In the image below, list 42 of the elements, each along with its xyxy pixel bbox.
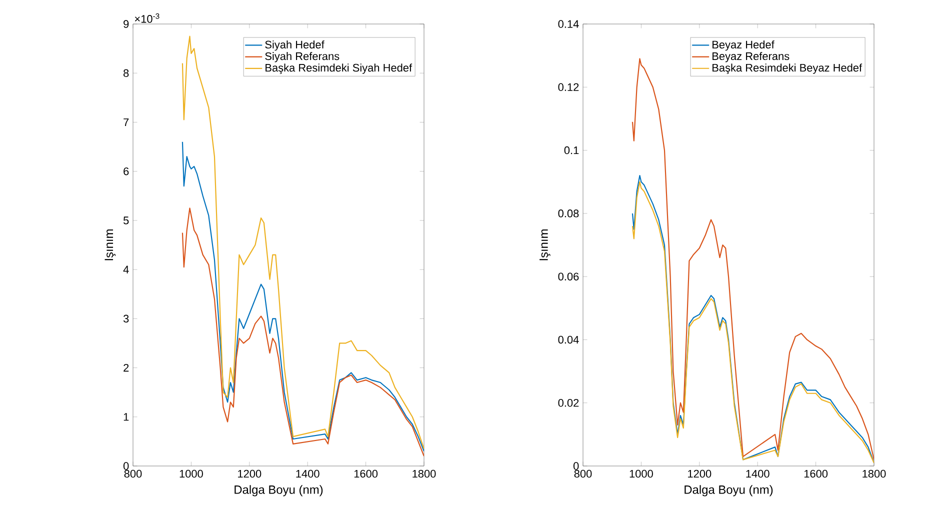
y-tick-label: 9 <box>124 20 129 28</box>
y-tick-label: 0.08 <box>558 210 579 218</box>
y-axis-title: Işınım <box>104 230 116 260</box>
legend-label: Başka Resimdeki Beyaz Hedef <box>712 64 862 74</box>
y-tick-label: 5 <box>123 216 129 224</box>
x-tick-label: 1600 <box>354 470 378 478</box>
y-tick-label: 0.14 <box>558 20 579 28</box>
x-axis-title: Dalga Boyu (nm) <box>234 485 323 496</box>
y-tick-label: 6 <box>124 167 129 176</box>
x-tick-label: 1000 <box>180 470 203 478</box>
y-tick-label: 0.1 <box>564 146 579 154</box>
y-tick-label: 0.02 <box>558 398 579 407</box>
x-tick-label: 1200 <box>238 470 262 478</box>
y-tick-label: 2 <box>124 364 129 372</box>
legend-label: Başka Resimdeki Siyah Hedef <box>266 64 412 74</box>
x-tick-label: 1200 <box>688 470 712 478</box>
y-tick-label: 0.04 <box>558 336 579 344</box>
x-tick-label: 1000 <box>630 470 653 478</box>
text: ×10$^{-3}$ <box>134 13 160 23</box>
y-tick-label: 7 <box>124 118 129 126</box>
legend-label: Beyaz Hedef <box>712 40 774 51</box>
y-tick-label: 3 <box>123 314 129 323</box>
x-tick-label: 1400 <box>746 470 770 478</box>
x-tick-label: 1400 <box>296 470 320 478</box>
legend-label: Siyah Hedef <box>265 40 324 51</box>
y-tick-label: 8 <box>124 69 129 77</box>
legend-label: Siyah Referans <box>265 52 340 62</box>
legend-label: Beyaz Referans <box>712 52 790 62</box>
y-tick-label: 4 <box>123 266 129 274</box>
y-tick-label: 0 <box>123 462 129 470</box>
x-axis-title: Dalga Boyu (nm) <box>684 485 773 496</box>
line-series <box>182 208 424 457</box>
x-tick-label: 1800 <box>412 470 436 478</box>
y-tick-label: 0 <box>573 462 579 470</box>
y-tick-label: 0.12 <box>558 83 579 92</box>
x-tick-label: 1600 <box>804 470 828 478</box>
x-tick-label: 800 <box>574 470 592 478</box>
y-tick-label: 0.06 <box>558 272 579 280</box>
y-tick-label: 1 <box>124 413 129 421</box>
x-tick-label: 800 <box>124 470 142 478</box>
x-tick-label: 1800 <box>862 470 886 478</box>
y-axis-title: Işınım <box>540 230 550 260</box>
